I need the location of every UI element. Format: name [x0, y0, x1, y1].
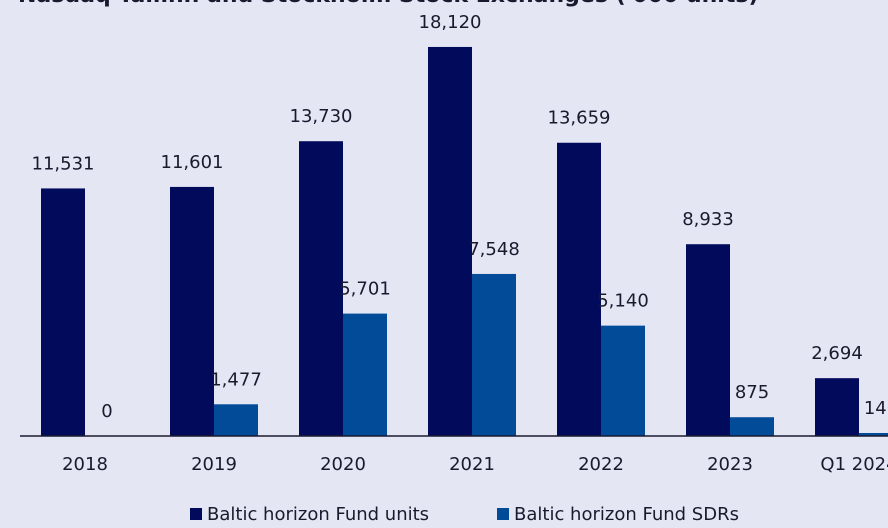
legend-label: Baltic horizon Fund SDRs [514, 504, 739, 524]
bar [428, 46, 472, 437]
bar [859, 432, 888, 436]
bar [686, 244, 730, 436]
bar [730, 417, 774, 436]
bar [41, 188, 85, 436]
bar [472, 273, 516, 436]
bar [214, 404, 258, 436]
x-tick-label: 2018 [62, 454, 108, 475]
value-label: 140 [864, 398, 888, 419]
x-tick-label: Q1 2024 [820, 454, 888, 475]
value-label: 2,694 [811, 343, 863, 364]
x-tick-label: 2022 [578, 454, 624, 475]
value-label: 8,933 [682, 209, 734, 230]
value-label: 5,140 [597, 291, 649, 312]
value-label: 875 [735, 382, 769, 403]
value-label: 18,120 [419, 12, 482, 33]
chart-title: Nasdaq Tallinn and Stockholm Stock Excha… [18, 0, 759, 8]
value-label: 0 [101, 401, 112, 422]
bar [299, 141, 343, 436]
value-label: 13,730 [290, 106, 353, 127]
x-tick-label: 2021 [449, 454, 495, 475]
bar [343, 313, 387, 436]
value-label: 11,531 [32, 153, 95, 174]
x-tick-label: 2020 [320, 454, 366, 475]
bar [601, 325, 645, 436]
x-tick-label: 2023 [707, 454, 753, 475]
bar [170, 186, 214, 436]
legend-swatch [497, 508, 509, 520]
bar [557, 142, 601, 436]
legend-swatch [190, 508, 202, 520]
x-tick-label: 2019 [191, 454, 237, 475]
value-label: 11,601 [161, 152, 224, 173]
value-label: 7,548 [468, 239, 520, 260]
value-label: 5,701 [339, 279, 391, 300]
bar [815, 378, 859, 436]
value-label: 13,659 [548, 108, 611, 129]
legend-label: Baltic horizon Fund units [207, 504, 429, 524]
value-label: 1,477 [210, 369, 262, 390]
